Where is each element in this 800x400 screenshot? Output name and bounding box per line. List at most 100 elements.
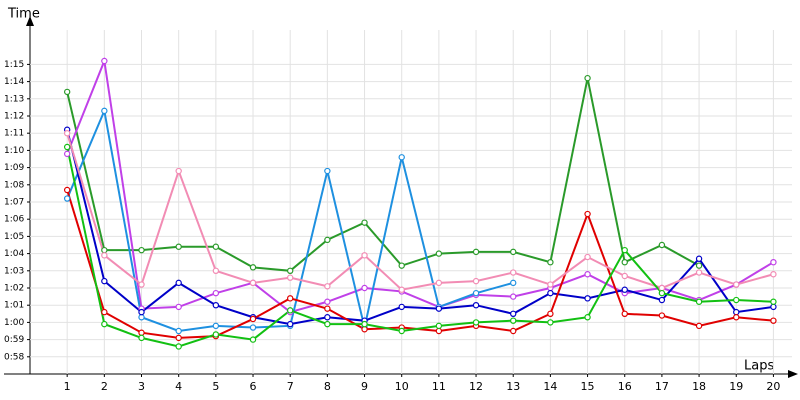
data-point — [286, 320, 294, 328]
data-point — [212, 289, 220, 297]
y-tick-label: 0:59 — [4, 335, 24, 345]
data-point — [658, 241, 666, 249]
x-tick-label: 10 — [395, 380, 409, 393]
data-point — [584, 314, 591, 321]
data-point — [398, 154, 405, 161]
data-point — [286, 295, 294, 302]
data-point — [286, 267, 294, 274]
y-tick-label: 1:00 — [4, 318, 24, 328]
data-point — [510, 310, 517, 317]
data-point — [621, 272, 628, 280]
data-point — [101, 252, 108, 259]
x-tick-label: 7 — [287, 380, 294, 393]
series-line — [66, 146, 774, 348]
data-point — [472, 277, 480, 285]
x-tick-label: 13 — [506, 380, 520, 393]
data-point — [770, 298, 777, 305]
data-point — [621, 259, 628, 266]
data-point — [324, 320, 331, 328]
data-point — [324, 236, 331, 244]
data-point — [361, 284, 368, 292]
data-point — [175, 334, 182, 342]
data-point — [138, 329, 145, 336]
data-point — [398, 327, 405, 335]
data-point — [249, 264, 257, 271]
data-point — [770, 303, 777, 311]
x-tick-label: 14 — [543, 380, 557, 393]
data-point — [584, 271, 591, 278]
data-point — [695, 298, 703, 305]
data-point — [695, 269, 703, 276]
data-point — [472, 248, 480, 256]
y-tick-label: 1:01 — [4, 301, 24, 311]
x-tick-label: 17 — [655, 380, 669, 393]
data-point — [547, 289, 554, 297]
data-point — [770, 317, 777, 324]
data-point — [175, 327, 182, 335]
data-point — [361, 219, 368, 226]
series-line — [66, 57, 774, 314]
data-point — [101, 246, 108, 254]
data-point — [63, 129, 71, 137]
x-tick-label: 11 — [432, 380, 446, 393]
x-tick-label: 12 — [469, 380, 483, 393]
y-axis-title: Time — [7, 7, 40, 22]
x-tick-label: 18 — [692, 380, 706, 393]
y-tick-label: 1:07 — [4, 198, 24, 208]
data-point — [324, 167, 331, 175]
x-tick-label: 20 — [766, 380, 780, 393]
x-tick-label: 19 — [729, 380, 743, 393]
data-point — [63, 195, 71, 202]
data-point — [510, 269, 517, 276]
data-point — [101, 308, 108, 316]
data-point — [472, 289, 480, 297]
grid: 0:58 0:59 1:00 1:01 1:02 1:03 1:04 1:05 1:06 1:07… — [4, 30, 792, 393]
data-point — [621, 246, 628, 254]
data-point — [435, 279, 443, 287]
data-point — [175, 279, 182, 287]
y-tick-label: 1:15 — [4, 60, 24, 70]
data-point — [510, 279, 517, 287]
data-point — [138, 246, 145, 254]
y-tick-label: 1:10 — [4, 146, 24, 156]
x-tick-label: 9 — [361, 380, 368, 393]
data-point — [547, 310, 554, 317]
data-point — [547, 281, 554, 288]
x-tick-label: 2 — [101, 380, 108, 393]
data-point — [138, 308, 145, 316]
data-point — [584, 295, 591, 302]
data-point — [324, 283, 331, 290]
data-point — [733, 281, 740, 288]
data-point — [249, 279, 257, 287]
data-point — [695, 262, 703, 269]
data-point — [658, 289, 666, 297]
data-point — [324, 305, 331, 312]
data-point — [621, 310, 628, 317]
data-point — [733, 308, 740, 316]
data-point — [733, 296, 740, 304]
data-point — [324, 314, 331, 321]
data-point — [212, 267, 220, 274]
data-point — [249, 324, 257, 331]
series-line — [66, 132, 774, 291]
data-point — [510, 248, 517, 256]
data-point — [770, 271, 777, 278]
x-axis-arrow — [788, 370, 798, 378]
data-point — [101, 320, 108, 328]
data-point — [286, 274, 294, 281]
data-point — [435, 327, 443, 335]
data-point — [584, 210, 591, 218]
x-tick-label: 16 — [618, 380, 632, 393]
y-tick-label: 1:14 — [4, 77, 24, 87]
data-point — [510, 327, 517, 335]
data-point — [175, 303, 182, 311]
data-point — [547, 319, 554, 326]
data-point — [658, 284, 666, 292]
series-line — [66, 129, 774, 326]
data-point — [63, 186, 71, 194]
data-point — [435, 322, 443, 330]
data-point — [212, 302, 220, 309]
data-point — [138, 314, 145, 321]
data-point — [101, 107, 108, 115]
